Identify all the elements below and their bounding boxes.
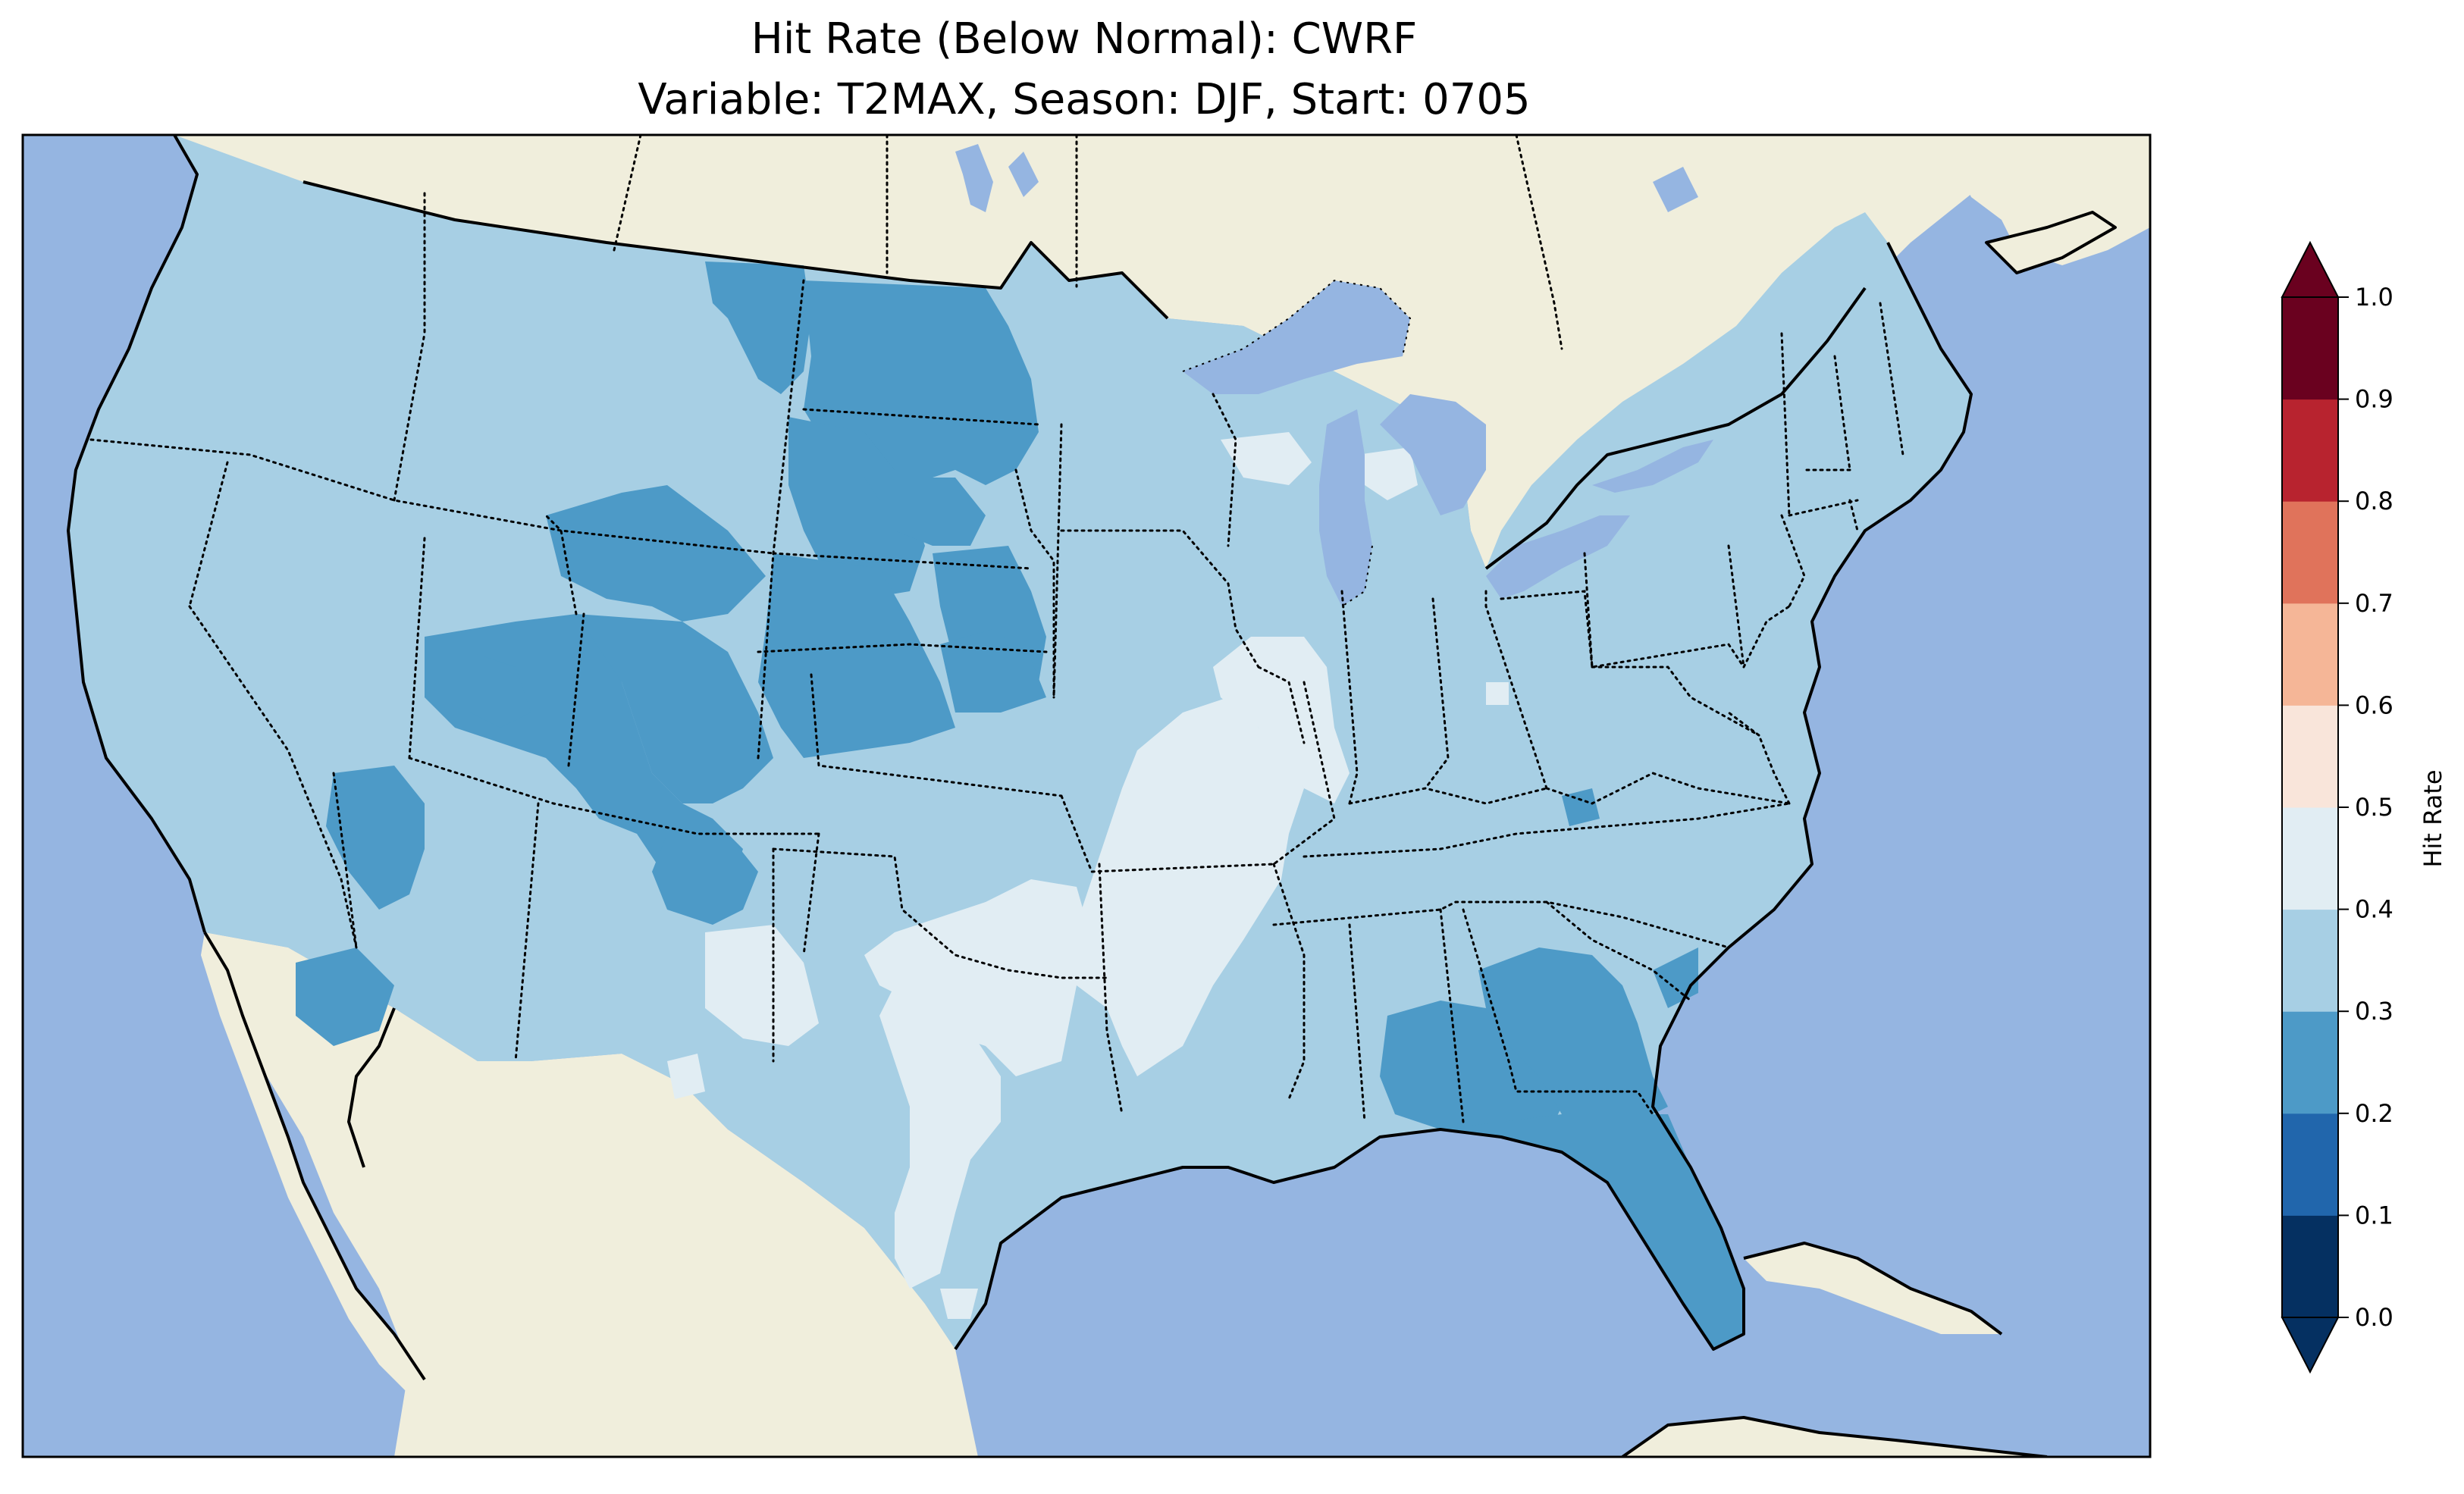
colorbar-tick-label: 0.2 <box>2355 1099 2393 1128</box>
map-panel <box>23 135 2150 1457</box>
coastlines <box>67 135 2117 1457</box>
lake-outlines <box>1182 279 1412 607</box>
colorbar: 0.0 0.1 0.2 0.3 0.4 0.5 0.6 0.7 0.8 0.9 1.0 <box>2281 240 2393 1374</box>
colorbar-tick-label: 1.0 <box>2355 283 2393 312</box>
colorbar-extend-min <box>2281 1317 2340 1374</box>
colorbar-tick-label: 0.5 <box>2355 793 2393 822</box>
nova-scotia-land <box>1986 212 2115 273</box>
canada-lakes <box>955 144 1698 212</box>
colorbar-tick-label: 0.6 <box>2355 691 2393 719</box>
colorbar-tick-label: 0.3 <box>2355 997 2393 1026</box>
map-title-line1: Hit Rate (Below Normal): CWRF <box>751 14 1418 64</box>
colorbar-segment <box>2282 1011 2338 1114</box>
colorbar-segment <box>2282 501 2338 604</box>
colorbar-tick-label: 0.0 <box>2355 1303 2393 1332</box>
great-lakes <box>1183 280 1713 606</box>
colorbar-segment <box>2282 909 2338 1012</box>
state-boundaries <box>89 135 1904 1123</box>
canada-land <box>174 135 1986 568</box>
map-frame <box>21 133 2152 1458</box>
colorbar-segment <box>2282 1215 2338 1318</box>
colorbar-segment <box>2282 603 2338 706</box>
colorbar-tick-label: 0.1 <box>2355 1201 2393 1229</box>
colorbar-tick-label: 0.7 <box>2355 589 2393 618</box>
colorbar-segment <box>2282 1113 2338 1216</box>
colorbar-segment <box>2282 399 2338 502</box>
colorbar-extend-max <box>2281 240 2340 298</box>
colorbar-label: Hit Rate <box>2419 769 2447 867</box>
colorbar-tick-label: 0.4 <box>2355 895 2393 924</box>
class-0.4-0.5-regions <box>667 432 1509 1319</box>
map-title-line2: Variable: T2MAX, Season: DJF, Start: 070… <box>638 75 1530 124</box>
cuba-land <box>1744 1243 2002 1334</box>
colorbar-tick-label: 0.8 <box>2355 487 2393 515</box>
colorbar-segment <box>2282 705 2338 808</box>
colorbar-tick-label: 0.9 <box>2355 385 2393 414</box>
bottom-land <box>1622 1417 2047 1457</box>
class-0.2-0.3-regions <box>296 262 1744 1349</box>
mexico-land <box>205 932 978 1457</box>
colorbar-segment <box>2282 807 2338 910</box>
colorbar-segment <box>2282 297 2338 400</box>
